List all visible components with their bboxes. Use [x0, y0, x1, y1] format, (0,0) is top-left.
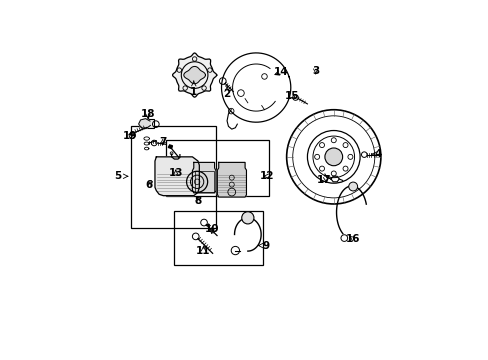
Polygon shape — [139, 119, 150, 129]
Polygon shape — [172, 53, 216, 97]
Text: 15: 15 — [285, 91, 299, 101]
Text: 5: 5 — [114, 171, 127, 181]
Text: 16: 16 — [345, 234, 360, 244]
Polygon shape — [168, 145, 172, 149]
Circle shape — [348, 182, 357, 191]
Polygon shape — [217, 162, 246, 197]
Text: 19: 19 — [122, 131, 137, 141]
Polygon shape — [155, 157, 199, 195]
Text: 10: 10 — [204, 224, 219, 234]
Text: 6: 6 — [145, 180, 153, 190]
Polygon shape — [192, 162, 216, 193]
Text: 11: 11 — [196, 246, 210, 256]
Text: 4: 4 — [371, 149, 381, 159]
Bar — [166, 140, 268, 195]
Bar — [131, 126, 216, 228]
Text: 7: 7 — [159, 136, 166, 147]
Bar — [174, 211, 263, 265]
Text: 1: 1 — [190, 81, 197, 97]
Circle shape — [324, 148, 342, 166]
Text: 3: 3 — [311, 66, 319, 76]
Text: 13: 13 — [168, 168, 183, 179]
Text: 12: 12 — [260, 171, 274, 181]
Text: 8: 8 — [194, 196, 201, 206]
Text: 2: 2 — [223, 87, 230, 99]
Text: 9: 9 — [258, 240, 269, 251]
Text: 14: 14 — [273, 67, 288, 77]
Text: 17: 17 — [316, 175, 331, 185]
Circle shape — [241, 212, 253, 224]
Bar — [194, 171, 214, 192]
Text: 18: 18 — [141, 109, 155, 119]
Bar — [142, 120, 153, 128]
Polygon shape — [183, 67, 205, 84]
